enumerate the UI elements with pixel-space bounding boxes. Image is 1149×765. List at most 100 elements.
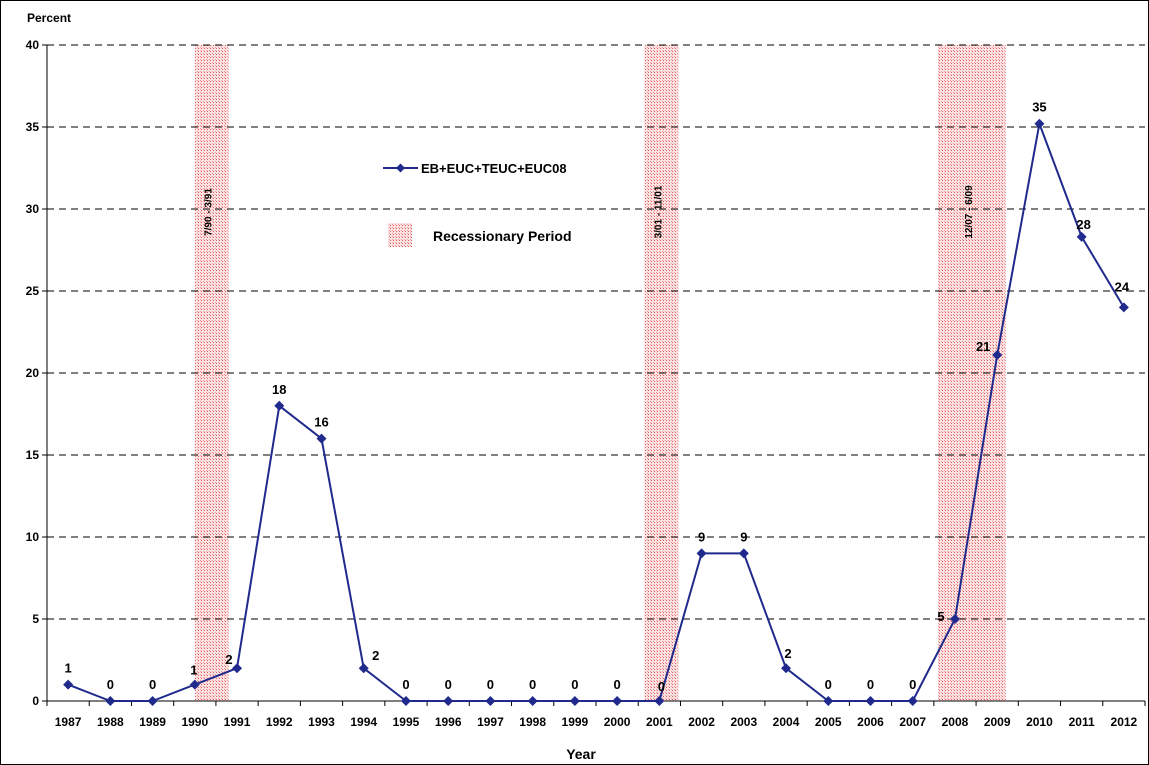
data-label-2006: 0	[867, 677, 874, 692]
y-tick-label-0: 0	[32, 694, 39, 708]
x-tick-label-1995: 1995	[393, 715, 420, 729]
x-tick-label-1999: 1999	[562, 715, 589, 729]
data-label-1999: 0	[571, 677, 578, 692]
data-point-1998	[527, 696, 538, 706]
data-label-1993: 16	[314, 415, 328, 430]
x-tick-label-1997: 1997	[477, 715, 504, 729]
x-tick-label-1993: 1993	[308, 715, 335, 729]
data-label-2002: 9	[698, 529, 705, 544]
y-tick-label-20: 20	[26, 366, 40, 380]
x-tick-label-2005: 2005	[815, 715, 842, 729]
data-point-1999	[569, 696, 580, 706]
legend-series-label: EB+EUC+TEUC+EUC08	[421, 161, 567, 176]
x-tick-label-1988: 1988	[97, 715, 124, 729]
series-line-1	[67, 122, 1125, 702]
data-label-1996: 0	[445, 677, 452, 692]
legend-series-marker	[396, 163, 405, 173]
data-point-2007	[907, 696, 918, 706]
x-tick-label-1992: 1992	[266, 715, 293, 729]
legend-recession-label: Recessionary Period	[433, 228, 572, 244]
data-label-2005: 0	[825, 677, 832, 692]
data-point-1989	[147, 696, 158, 706]
data-label-1997: 0	[487, 677, 494, 692]
data-label-2010: 35	[1032, 100, 1046, 115]
data-label-2001: 0	[658, 679, 665, 694]
data-point-1987	[63, 679, 74, 690]
data-label-2007: 0	[909, 677, 916, 692]
data-label-1995: 0	[402, 677, 409, 692]
x-tick-label-1994: 1994	[350, 715, 377, 729]
data-point-2011	[1076, 231, 1087, 242]
x-axis-title: Year	[566, 746, 596, 762]
x-tick-label-2001: 2001	[646, 715, 673, 729]
gridlines	[47, 44, 1145, 620]
data-label-2003: 9	[740, 529, 747, 544]
x-tick-label-2002: 2002	[688, 715, 715, 729]
data-label-1989: 0	[149, 677, 156, 692]
recession-label-3: 12/07 - 6/09	[964, 185, 975, 239]
y-tick-label-25: 25	[26, 284, 40, 298]
y-axis-title: Percent	[27, 11, 71, 25]
data-point-2002	[696, 548, 707, 559]
x-tick-label-1987: 1987	[55, 715, 82, 729]
x-tick-label-2009: 2009	[984, 715, 1011, 729]
y-tick-label-35: 35	[26, 120, 40, 134]
y-tick-label-15: 15	[26, 448, 40, 462]
data-point-2004	[781, 663, 792, 674]
recession-label-2: 3/01 - 11/01	[653, 185, 664, 238]
data-point-1993	[316, 433, 327, 444]
data-point-2009	[992, 349, 1003, 360]
x-tick-label-2004: 2004	[773, 715, 800, 729]
data-label-1994: 2	[372, 648, 379, 663]
data-point-2003	[738, 548, 749, 559]
recession-band-1	[194, 45, 229, 701]
x-tick-label-2008: 2008	[942, 715, 969, 729]
data-label-2012: 24	[1115, 279, 1130, 294]
data-point-1994	[358, 663, 369, 674]
data-label-2011: 28	[1076, 217, 1090, 232]
x-tick-label-2012: 2012	[1111, 715, 1138, 729]
data-label-1991: 2	[225, 652, 232, 667]
legend-recession-swatch	[388, 223, 412, 247]
data-label-1992: 18	[272, 382, 286, 397]
x-tick-label-2007: 2007	[899, 715, 926, 729]
data-label-2000: 0	[613, 677, 620, 692]
x-tick-label-1989: 1989	[139, 715, 166, 729]
data-point-1991	[232, 663, 243, 674]
data-point-2000	[612, 696, 623, 706]
x-tick-label-1990: 1990	[181, 715, 208, 729]
series-layer: 1 0 0 1 2 18 16 2 0 0 0 0 0 0 0 9 9 2 0 0 0 5 21 35 28 24	[63, 100, 1130, 706]
x-tick-label-2003: 2003	[730, 715, 757, 729]
data-point-2008	[949, 614, 960, 624]
x-tick-label-1991: 1991	[224, 715, 251, 729]
y-tick-label-30: 30	[26, 202, 40, 216]
data-label-1988: 0	[107, 677, 114, 692]
x-tick-label-2006: 2006	[857, 715, 884, 729]
data-point-1997	[485, 696, 496, 706]
data-label-2008: 5	[937, 609, 944, 624]
data-point-2001	[654, 696, 665, 706]
data-label-2009: 21	[976, 339, 990, 354]
data-point-1992	[274, 400, 285, 411]
x-tick-label-1998: 1998	[519, 715, 546, 729]
legend: EB+EUC+TEUC+EUC08 Recessionary Period	[383, 161, 572, 247]
data-label-1990: 1	[190, 663, 197, 678]
recession-label-1: 7/90 - 3/91	[204, 188, 215, 236]
x-tick-label-2000: 2000	[604, 715, 631, 729]
data-point-1988	[105, 696, 116, 706]
data-point-2012	[1118, 302, 1129, 313]
data-point-1996	[443, 696, 454, 706]
y-tick-label-5: 5	[32, 612, 39, 626]
data-label-1998: 0	[529, 677, 536, 692]
data-point-1995	[400, 696, 411, 706]
data-point-2005	[823, 696, 834, 706]
x-tick-label-2010: 2010	[1026, 715, 1053, 729]
data-point-2006	[865, 696, 876, 706]
x-tick-label-1996: 1996	[435, 715, 462, 729]
data-point-1990	[189, 679, 200, 690]
data-point-2010	[1034, 118, 1045, 129]
data-label-1987: 1	[64, 661, 71, 676]
x-tick-label-2011: 2011	[1069, 715, 1095, 729]
